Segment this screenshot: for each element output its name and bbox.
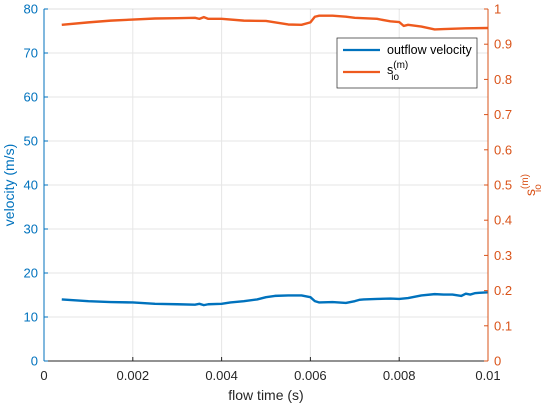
y-left-tick-label: 60 bbox=[24, 90, 38, 105]
y-left-tick-label: 0 bbox=[31, 354, 38, 369]
y-right-tick-label: 0.6 bbox=[494, 142, 512, 157]
y-right-tick-label: 0.4 bbox=[494, 213, 512, 228]
x-tick-label: 0.002 bbox=[117, 368, 150, 383]
y-right-tick-label: 0.3 bbox=[494, 248, 512, 263]
legend-sio-sup: (m) bbox=[393, 60, 408, 71]
y-right-label-base: s bbox=[522, 189, 538, 196]
legend-sio-base: s bbox=[387, 63, 393, 77]
legend-label-sio: s(m) io bbox=[387, 60, 408, 83]
x-tick-label: 0.008 bbox=[383, 368, 416, 383]
axes: 0 0.002 0.004 0.006 0.008 0.01010203040506070… bbox=[24, 2, 513, 384]
series-line-sio bbox=[61, 14, 489, 31]
y-right-label-sub: io bbox=[533, 184, 544, 192]
y-right-tick-label: 0.5 bbox=[494, 178, 512, 193]
y-left-tick-label: 80 bbox=[24, 2, 38, 17]
y-left-tick-label: 10 bbox=[24, 310, 38, 325]
series-line-outflow-velocity bbox=[61, 291, 489, 307]
y-axis-left-label: velocity (m/s) bbox=[1, 144, 17, 226]
y-right-tick-label: 0.8 bbox=[494, 72, 512, 87]
legend-sio-sub: io bbox=[391, 72, 399, 83]
series-layer bbox=[61, 14, 489, 307]
y-right-tick-label: 0.7 bbox=[494, 107, 512, 122]
svg-text:s(m)io: s(m) io bbox=[520, 174, 544, 196]
y-right-tick-label: 0 bbox=[494, 354, 501, 369]
y-left-tick-label: 70 bbox=[24, 46, 38, 61]
x-tick-label: 0 bbox=[40, 368, 47, 383]
y-left-tick-label: 50 bbox=[24, 134, 38, 149]
x-axis-label: flow time (s) bbox=[228, 387, 303, 403]
y-left-tick-label: 30 bbox=[24, 222, 38, 237]
y-right-tick-label: 0.9 bbox=[494, 37, 512, 52]
y-right-tick-label: 1 bbox=[494, 2, 501, 17]
y-right-label-sup: (m) bbox=[520, 174, 531, 189]
x-tick-label: 0.01 bbox=[475, 368, 500, 383]
y-left-tick-label: 20 bbox=[24, 266, 38, 281]
x-tick-label: 0.004 bbox=[205, 368, 238, 383]
x-tick-label: 0.006 bbox=[294, 368, 327, 383]
y-left-tick-label: 40 bbox=[24, 178, 38, 193]
legend: outflow velocity s(m) io bbox=[336, 37, 478, 89]
legend-box bbox=[336, 37, 478, 89]
y-axis-right-label: s(m) io bbox=[520, 174, 544, 196]
legend-label-velocity: outflow velocity bbox=[387, 43, 473, 57]
y-right-tick-label: 0.2 bbox=[494, 283, 512, 298]
y-right-tick-label: 0.1 bbox=[494, 318, 512, 333]
